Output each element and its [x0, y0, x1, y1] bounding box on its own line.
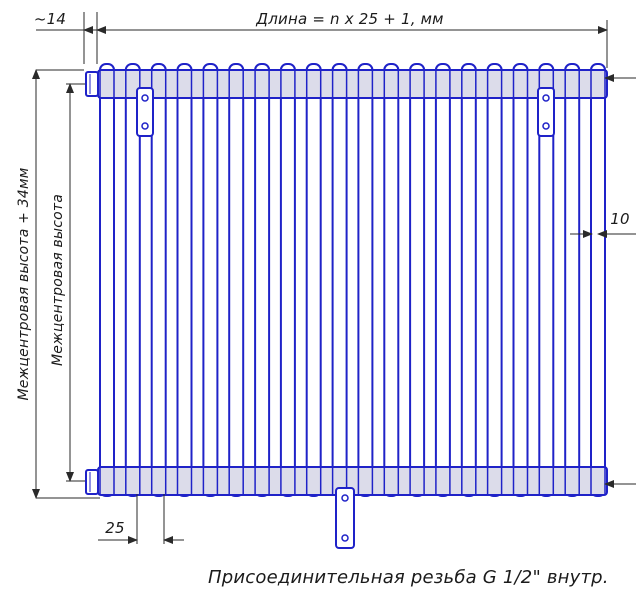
radiator-tube	[460, 63, 477, 497]
side-gap-label: 10	[610, 210, 630, 228]
bracket-hole	[542, 122, 550, 130]
pitch-label: 25	[105, 519, 125, 537]
radiator-tube	[512, 63, 529, 497]
left-connection-top	[85, 71, 99, 97]
bracket-hole	[141, 94, 149, 102]
radiator-tube	[228, 63, 245, 497]
center-height-label: Межцентровая высота	[50, 194, 66, 366]
radiator-tube	[254, 63, 271, 497]
radiator-tube	[383, 63, 400, 497]
radiator-tube	[99, 63, 115, 497]
offset-dimension: ~14	[34, 10, 97, 64]
left-connection-bottom	[85, 469, 99, 495]
radiator-tube	[564, 63, 581, 497]
radiator-tube	[486, 63, 503, 497]
radiator-tube	[409, 63, 426, 497]
pitch-dimension: 25	[98, 494, 184, 544]
radiator	[97, 63, 608, 549]
radiator-tube	[331, 63, 348, 497]
bottom-center-bracket	[335, 487, 355, 549]
connection-thread-note: Присоединительная резьба G 1/2" внутр.	[208, 567, 609, 588]
top-right-bracket	[537, 87, 555, 137]
length-label: Длина = n x 25 + 1, мм	[255, 10, 443, 28]
side-gap-dimension: 10	[570, 210, 636, 238]
radiator-tube	[202, 63, 219, 497]
bracket-hole	[341, 494, 349, 502]
radiator-tube	[305, 63, 322, 497]
radiator-tube	[176, 63, 193, 497]
top-collector	[97, 69, 608, 99]
bracket-hole	[542, 94, 550, 102]
length-dimension: Длина = n x 25 + 1, мм	[96, 10, 608, 68]
bracket-plate	[537, 87, 555, 137]
radiator-tube	[357, 63, 374, 497]
radiator-tube	[590, 63, 606, 497]
center-height-dimension: Межцентровая высота	[50, 83, 96, 482]
offset-label: ~14	[34, 10, 66, 28]
right-connection-arrows	[604, 74, 636, 488]
radiator-tube	[279, 63, 296, 497]
top-left-bracket	[136, 87, 154, 137]
outer-height-label: Межцентровая высота + 34мм	[16, 167, 32, 400]
bracket-hole	[141, 122, 149, 130]
bracket-hole	[341, 534, 349, 542]
bracket-plate	[136, 87, 154, 137]
radiator-tube	[434, 63, 451, 497]
bracket-plate	[335, 487, 355, 549]
outer-height-dimension: Межцентровая высота + 34мм	[16, 69, 100, 499]
